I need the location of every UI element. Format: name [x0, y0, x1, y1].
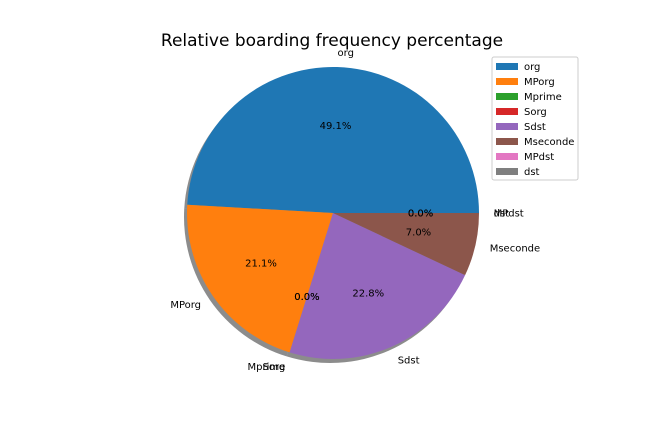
slice-label-org: org [338, 48, 354, 59]
slice-label-mseconde: Mseconde [490, 244, 540, 255]
legend-label-mporg: MPorg [524, 77, 555, 88]
pie-slice-mseconde [333, 213, 479, 276]
legend-swatch-mprime [496, 93, 518, 100]
legend-frame [491, 56, 579, 181]
legend-swatch-org [496, 63, 518, 70]
slice-label-mporg: MPorg [170, 300, 201, 311]
legend-label-mprime: Mprime [524, 92, 562, 103]
pie-slice-sdst [289, 213, 466, 359]
chart-title: Relative boarding frequency percentage [161, 31, 503, 51]
slice-label-mpdst: MPdst [494, 209, 524, 220]
legend-swatch-mseconde [496, 138, 518, 145]
legend-swatch-mpdst [496, 153, 518, 160]
legend-item-sdst: Sdst [496, 122, 546, 133]
legend-label-mpdst: MPdst [524, 152, 554, 163]
slice-pct-mporg: 21.1% [245, 258, 277, 269]
legend-swatch-mporg [496, 78, 518, 85]
legend-item-mporg: MPorg [496, 77, 555, 88]
slice-label-sorg: Sorg [263, 362, 286, 373]
slice-pct-dst: 0.0% [408, 209, 433, 220]
legend-item-mseconde: Mseconde [496, 137, 574, 148]
slice-percent-labels: 49.1%21.1%0.0%0.0% 22.8%7.0%0.0%0.0% [245, 121, 433, 303]
pie-slice-mporg [187, 204, 333, 353]
legend-label-dst: dst [524, 167, 540, 178]
legend-label-sdst: Sdst [524, 122, 546, 133]
legend-item-sorg: Sorg [496, 107, 547, 118]
legend-swatch-sdst [496, 123, 518, 130]
legend: org MPorg Mprime Sorg Sdst Mseconde MPdst dst [491, 56, 579, 181]
slice-pct-sorg: 0.0% [294, 292, 319, 303]
legend-item-mprime: Mprime [496, 92, 562, 103]
legend-item-org: org [496, 62, 540, 73]
slice-pct-mprime: 0.0% [294, 292, 319, 303]
slice-label-dst: dst [494, 209, 510, 220]
pie-slices [187, 67, 479, 359]
legend-label-org: org [524, 62, 540, 73]
legend-item-dst: dst [496, 167, 540, 178]
legend-label-mseconde: Mseconde [524, 137, 574, 148]
slice-pct-org: 49.1% [320, 121, 352, 132]
slice-label-sdst: Sdst [398, 355, 420, 366]
legend-swatch-dst [496, 168, 518, 175]
slice-pct-sdst: 22.8% [352, 289, 384, 300]
slice-pct-mpdst: 0.0% [408, 209, 433, 220]
slice-label-mprime: Mprime [248, 362, 286, 373]
slice-pct-mseconde: 7.0% [406, 228, 431, 239]
legend-label-sorg: Sorg [524, 107, 547, 118]
pie-slice-org [187, 67, 479, 213]
legend-swatch-sorg [496, 108, 518, 115]
legend-item-mpdst: MPdst [496, 152, 554, 163]
